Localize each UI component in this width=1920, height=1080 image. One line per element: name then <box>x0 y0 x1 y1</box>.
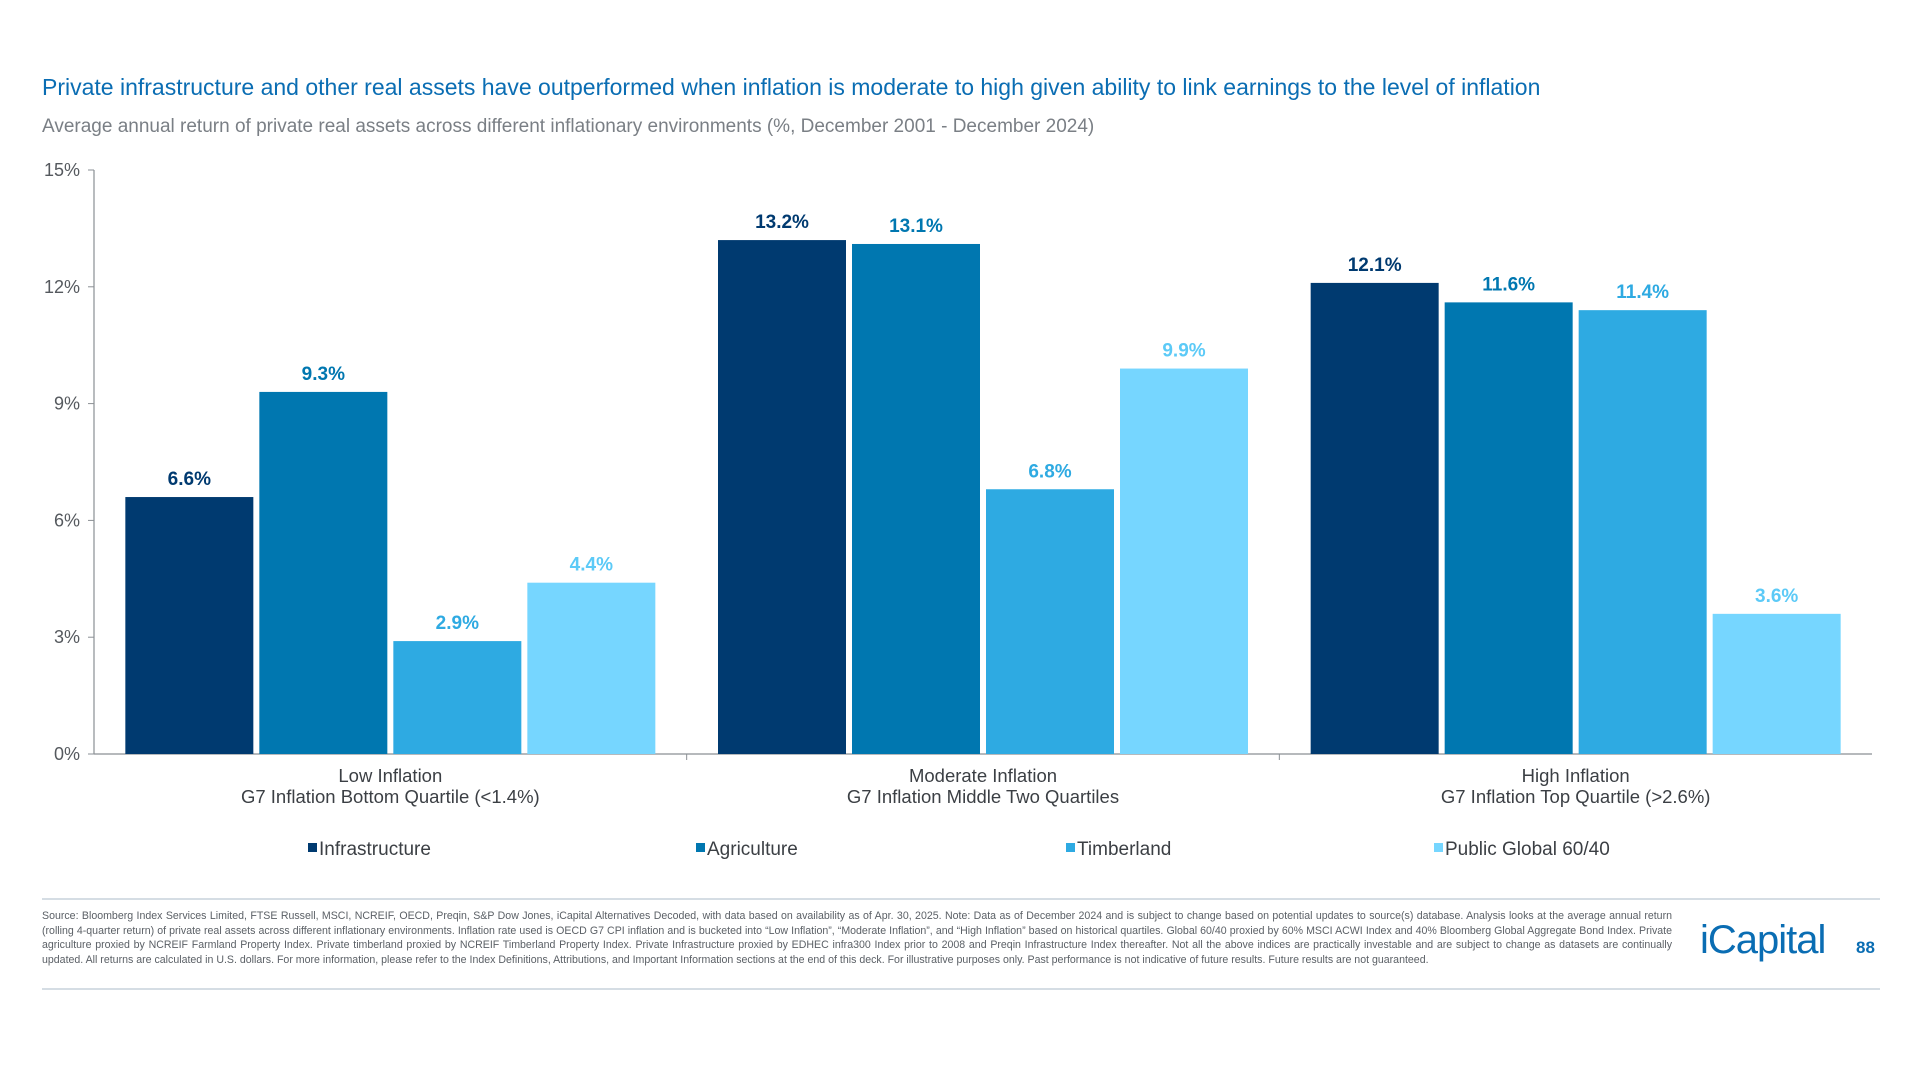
bar-timberland <box>393 641 522 754</box>
bar-agriculture <box>852 243 980 754</box>
data-label: 11.4% <box>1616 282 1669 303</box>
data-label: 6.6% <box>168 469 211 490</box>
legend-label: Timberland <box>1077 839 1171 860</box>
footer-divider-bottom <box>42 988 1880 990</box>
x-category-label: Low Inflation <box>338 765 442 786</box>
bar-chart: 0% 3% 6% 9% 12% 15% 6.6% 9.3% 2.9% 4.4% Low Inflat… <box>44 160 1872 860</box>
data-label: 11.6% <box>1482 274 1535 295</box>
icapital-logo: iCapital <box>1700 918 1826 962</box>
y-tick-label: 15% <box>44 160 80 180</box>
x-category-label: G7 Inflation Middle Two Quartiles <box>847 786 1119 807</box>
data-label: 9.3% <box>302 364 345 385</box>
chart-title: Private infrastructure and other real as… <box>42 74 1541 100</box>
legend-label: Infrastructure <box>319 839 431 860</box>
legend-label: Public Global 60/40 <box>1445 839 1610 860</box>
data-label: 9.9% <box>1162 341 1205 362</box>
bar-agriculture <box>1444 302 1573 754</box>
y-tick-label: 0% <box>54 744 80 764</box>
bar-public-global-60-40 <box>1712 613 1841 754</box>
bar-agriculture <box>259 391 388 754</box>
bar-infrastructure <box>718 240 846 754</box>
x-category-label: High Inflation <box>1522 765 1630 786</box>
bar-timberland <box>1578 310 1707 754</box>
legend-swatch <box>696 843 705 852</box>
x-category-label: Moderate Inflation <box>909 765 1057 786</box>
data-label: 4.4% <box>570 555 613 576</box>
data-label: 13.2% <box>755 212 809 233</box>
data-label: 3.6% <box>1755 586 1798 607</box>
footer-divider-top <box>42 898 1880 900</box>
bar-infrastructure <box>125 497 254 754</box>
y-tick-label: 12% <box>44 277 80 297</box>
legend-label: Agriculture <box>707 839 798 860</box>
bar-public-global-60-40 <box>527 582 656 754</box>
bar-timberland <box>986 489 1114 754</box>
chart-subtitle: Average annual return of private real as… <box>42 116 1095 137</box>
bar-public-global-60-40 <box>1120 368 1248 754</box>
page-number: 88 <box>1856 938 1875 957</box>
legend-swatch <box>308 843 317 852</box>
data-label: 2.9% <box>436 613 479 634</box>
x-category-label: G7 Inflation Bottom Quartile (<1.4%) <box>241 786 540 807</box>
footnote: Source: Bloomberg Index Services Limited… <box>42 910 1672 966</box>
bar-infrastructure <box>1310 282 1439 754</box>
x-category-label: G7 Inflation Top Quartile (>2.6%) <box>1441 786 1711 807</box>
data-label: 6.8% <box>1028 461 1071 482</box>
y-tick-label: 9% <box>54 394 80 414</box>
legend-swatch <box>1066 843 1075 852</box>
legend-swatch <box>1434 843 1443 852</box>
data-label: 12.1% <box>1348 255 1402 276</box>
y-tick-label: 6% <box>54 510 80 530</box>
y-tick-label: 3% <box>54 627 80 647</box>
data-label: 13.1% <box>889 216 943 237</box>
